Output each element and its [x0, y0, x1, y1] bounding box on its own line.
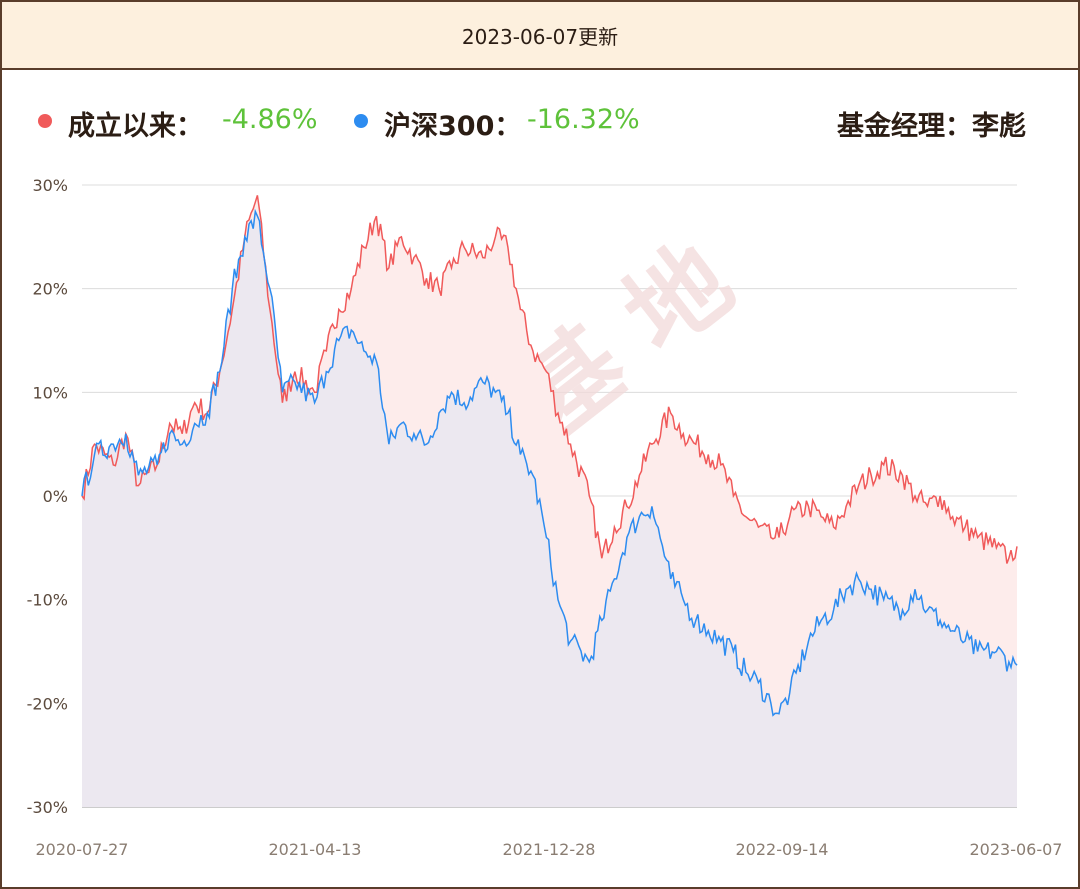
y-tick-label: -10%	[27, 591, 68, 610]
update-date: 2023-06-07更新	[461, 24, 619, 49]
index-series-line	[81, 208, 1018, 717]
y-axis-ticks: 30% 20% 10% 0% -10% -20% -30%	[27, 176, 68, 817]
index-legend-label: 沪深300：	[384, 111, 522, 142]
legend: 成立以来： -4.86% 沪深300： -16.32% 基金经理：李彪	[2, 102, 1078, 142]
y-tick-label: -30%	[27, 798, 68, 817]
x-tick-label: 2020-07-27	[36, 840, 129, 859]
x-tick-label: 2022-09-14	[736, 840, 829, 859]
index-area-fill	[82, 211, 1017, 807]
y-tick-label: 20%	[32, 280, 68, 299]
header-bar: 2023-06-07更新	[2, 2, 1078, 70]
y-tick-label: 30%	[32, 176, 68, 195]
x-axis-ticks: 2020-07-27 2021-04-13 2021-12-28 2022-09-14…	[36, 840, 1063, 859]
index-return-value: -16.32%	[527, 104, 640, 135]
index-legend-dot-icon	[354, 114, 368, 128]
y-tick-label: -20%	[27, 694, 68, 713]
y-tick-label: 10%	[32, 383, 68, 402]
fund-return-value: -4.86%	[222, 104, 318, 135]
x-tick-label: 2021-04-13	[269, 840, 362, 859]
x-tick-label: 2021-12-28	[503, 840, 596, 859]
fund-series-line	[81, 195, 1018, 564]
fund-legend-label: 成立以来：	[68, 111, 203, 142]
x-tick-label: 2023-06-07	[970, 840, 1063, 859]
fund-legend-dot-icon	[38, 114, 52, 128]
y-tick-label: 0%	[43, 487, 68, 506]
fund-manager: 基金经理：李彪	[837, 111, 1026, 142]
